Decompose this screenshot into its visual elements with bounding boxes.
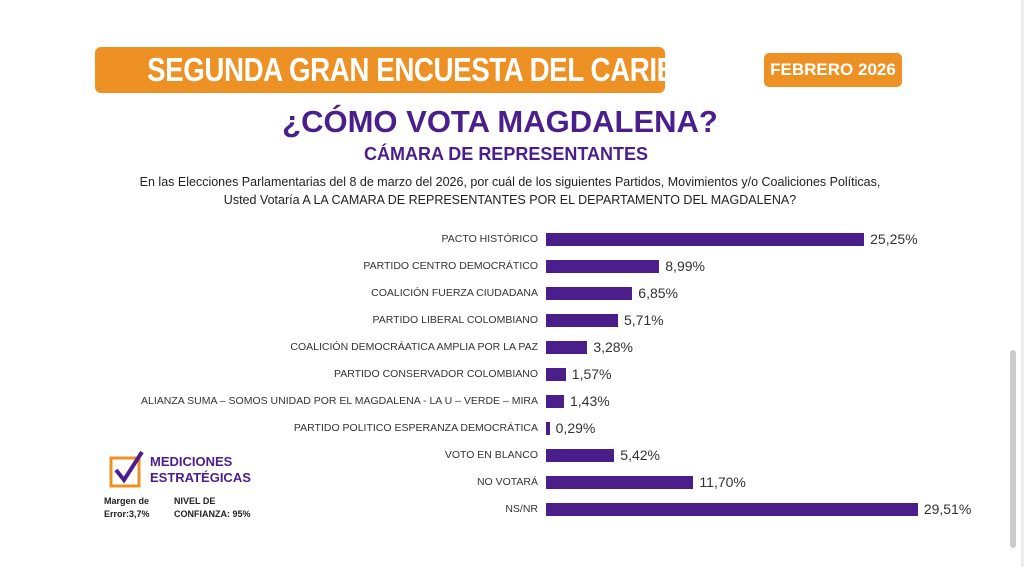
data-label: 0,29% <box>555 420 596 436</box>
logo-text-1: MEDICIONES <box>150 454 233 469</box>
category-label: NO VOTARÁ <box>476 476 538 488</box>
conf-line-1: NIVEL DE <box>174 496 216 506</box>
margin-label: Margen de Error:3,7% <box>104 495 150 521</box>
scrollbar[interactable] <box>1010 350 1016 548</box>
page-subtitle: CÁMARA DE REPRESENTANTES <box>363 144 649 164</box>
category-label: PACTO HISTÓRICO <box>441 233 538 245</box>
bar <box>546 449 615 462</box>
data-label: 1,43% <box>570 393 610 409</box>
question-line-1: En las Elecciones Parlamentarias del 8 d… <box>139 175 881 189</box>
category-label: PARTIDO CENTRO DEMOCRÁTICO <box>363 260 538 272</box>
bar <box>546 476 694 489</box>
category-label: ALIANZA SUMA – SOMOS UNIDAD POR EL MAGDA… <box>141 395 538 407</box>
category-label: COALICIÓN DEMOCRÁATICA AMPLIA POR LA PAZ <box>290 341 538 353</box>
category-label: PARTIDO POLITICO ESPERANZA DEMOCRÁTICA <box>293 422 538 434</box>
category-label: PARTIDO LIBERAL COLOMBIANO <box>372 314 538 326</box>
question-line-2: Usted Votaría A LA CAMARA DE REPRESENTAN… <box>223 193 797 207</box>
category-label: VOTO EN BLANCO <box>444 449 538 461</box>
data-label: 3,28% <box>593 339 634 355</box>
banner-text: SEGUNDA GRAN ENCUESTA DEL CARIBE <box>147 51 665 88</box>
bar <box>546 395 565 408</box>
data-label: 11,70% <box>699 474 746 490</box>
bar <box>546 233 865 246</box>
bar <box>546 368 566 381</box>
data-label: 5,71% <box>623 312 664 328</box>
bar <box>546 314 618 327</box>
category-label: PARTIDO CONSERVADOR COLOMBIANO <box>333 368 538 380</box>
bar <box>546 341 588 354</box>
survey-banner: SEGUNDA GRAN ENCUESTA DEL CARIBE <box>95 47 665 93</box>
confidence-label: NIVEL DE CONFIANZA: 95% <box>174 495 251 521</box>
data-label: 29,51% <box>923 501 972 517</box>
data-label: 6,85% <box>638 285 678 301</box>
bar <box>546 287 633 300</box>
checkbox-logo-icon <box>109 450 144 488</box>
date-badge: FEBRERO 2026 <box>764 53 902 87</box>
bar <box>546 260 660 273</box>
bar <box>546 422 550 435</box>
data-label: 1,57% <box>571 366 612 382</box>
category-label: COALICIÓN FUERZA CIUDADANA <box>371 287 538 299</box>
conf-line-2: CONFIANZA: 95% <box>174 509 251 519</box>
margin-line-1: Margen de <box>104 496 150 506</box>
data-label: 8,99% <box>665 258 705 274</box>
page-title: ¿CÓMO VOTA MAGDALENA? <box>282 104 718 139</box>
bar <box>546 503 918 516</box>
data-label: 5,42% <box>620 447 660 463</box>
data-label: 25,25% <box>870 231 918 247</box>
window-edge <box>1021 0 1024 567</box>
margin-line-2: Error:3,7% <box>104 509 150 519</box>
category-label: NS/NR <box>505 503 538 515</box>
logo-text-2: ESTRATÉGICAS <box>150 470 251 485</box>
